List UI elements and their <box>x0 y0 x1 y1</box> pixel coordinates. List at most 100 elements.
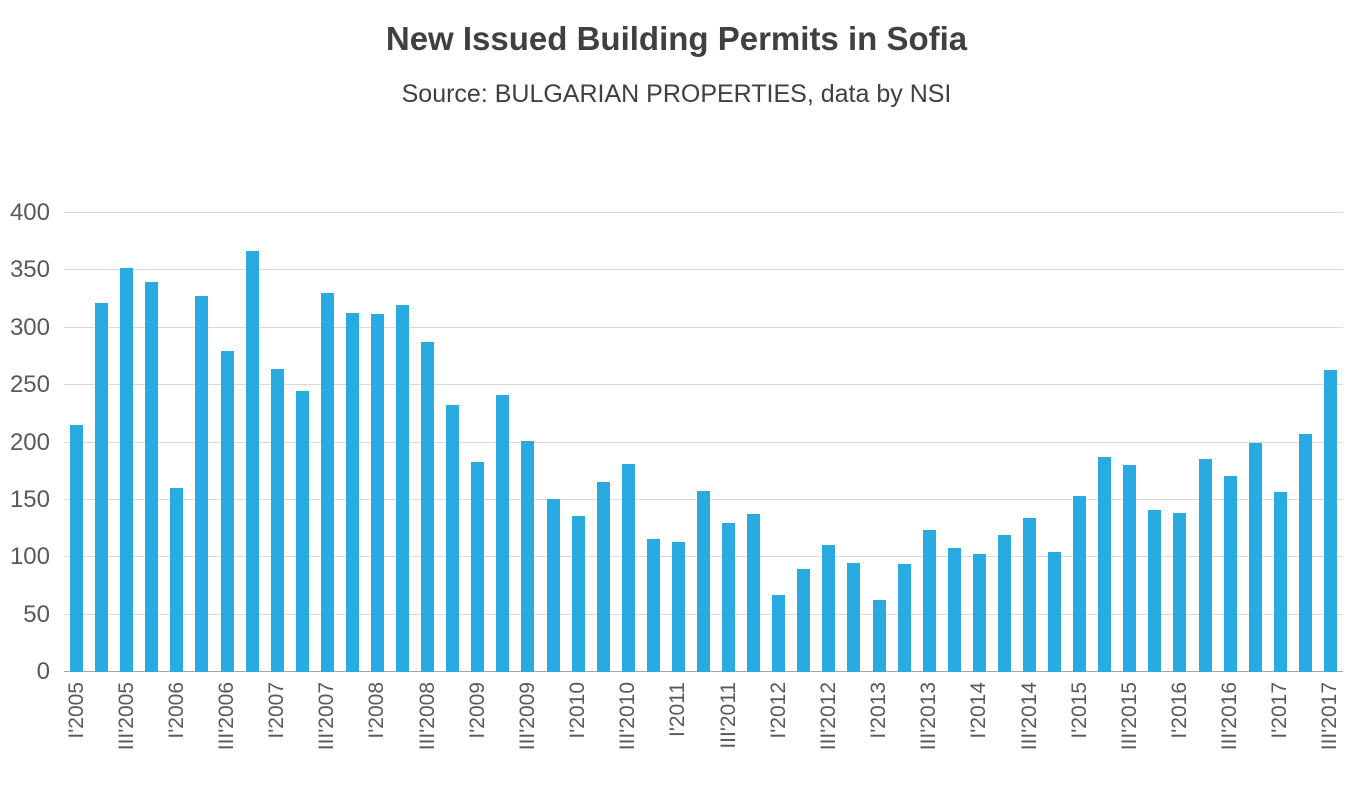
bar <box>546 498 560 672</box>
bar-slot <box>1268 213 1293 672</box>
gridline <box>64 326 1343 328</box>
bar-slot <box>214 213 239 672</box>
x-label-slot: I'2016 <box>1167 672 1192 792</box>
y-axis-tick-label: 300 <box>9 313 50 341</box>
bar-slot <box>440 213 465 672</box>
x-label-slot <box>490 672 515 792</box>
x-axis-tick-label: III'2015 <box>1117 682 1141 751</box>
x-label-slot: I'2012 <box>766 672 791 792</box>
bar-slot <box>967 213 992 672</box>
bar-slot <box>591 213 616 672</box>
x-axis-tick-label: I'2016 <box>1167 682 1191 739</box>
bar-slot <box>691 213 716 672</box>
bar-slot <box>616 213 641 672</box>
bar <box>95 302 109 672</box>
bar <box>1073 496 1087 672</box>
bar <box>1298 434 1312 672</box>
bar-slot <box>315 213 340 672</box>
bar <box>646 538 660 672</box>
x-label-slot <box>791 672 816 792</box>
bar <box>421 341 435 672</box>
x-label-slot <box>540 672 565 792</box>
x-label-slot <box>1142 672 1167 792</box>
x-label-slot: I'2014 <box>967 672 992 792</box>
x-label-slot: III'2007 <box>315 672 340 792</box>
bar-slot <box>290 213 315 672</box>
bar <box>1198 458 1212 672</box>
bar-slot <box>1167 213 1192 672</box>
x-axis-tick-label: III'2012 <box>816 682 840 751</box>
x-label-slot <box>139 672 164 792</box>
x-label-slot: I'2010 <box>566 672 591 792</box>
x-axis-tick-label: I'2015 <box>1067 682 1091 739</box>
x-axis-tick-label: I'2012 <box>766 682 790 739</box>
bar-slot <box>1318 213 1343 672</box>
bar <box>295 390 309 672</box>
bar <box>446 404 460 672</box>
bar <box>195 295 209 672</box>
x-label-slot <box>340 672 365 792</box>
x-axis-tick-label: III'2016 <box>1218 682 1242 751</box>
bar <box>70 425 84 672</box>
x-axis-tick-label: III'2006 <box>215 682 238 751</box>
bar <box>671 542 685 672</box>
x-axis-tick-label: III'2013 <box>917 682 941 751</box>
bar-slot <box>766 213 791 672</box>
x-label-slot <box>1293 672 1318 792</box>
bar-slot <box>1067 213 1092 672</box>
x-label-slot: III'2010 <box>616 672 641 792</box>
x-label-slot <box>1042 672 1067 792</box>
gridline <box>64 212 1343 213</box>
x-label-slot <box>1092 672 1117 792</box>
x-label-slot: III'2012 <box>816 672 841 792</box>
bar <box>1123 465 1137 672</box>
x-label-slot: I'2008 <box>365 672 390 792</box>
bar <box>496 395 510 672</box>
bar <box>521 441 535 672</box>
plot-area: 0 50 100 150 200 250 300 350 400 I'2005 III'2005 I'… <box>10 201 1343 750</box>
gridline <box>64 441 1343 443</box>
bar <box>170 488 184 672</box>
x-axis-tick-label: I'2008 <box>365 682 389 739</box>
bar-slot <box>791 213 816 672</box>
bar-slot <box>666 213 691 672</box>
bar-slot <box>189 213 214 672</box>
y-axis-tick-label: 50 <box>23 600 50 628</box>
x-axis-tick-label: III'2007 <box>315 682 339 751</box>
x-label-slot: I'2013 <box>867 672 892 792</box>
x-axis-tick-label: I'2017 <box>1268 682 1292 739</box>
x-label-slot: III'2015 <box>1117 672 1142 792</box>
x-label-slot <box>290 672 315 792</box>
x-axis-tick-label: I'2011 <box>666 682 690 738</box>
x-label-slot: III'2014 <box>1017 672 1042 792</box>
x-label-slot <box>942 672 967 792</box>
x-axis-tick-label: I'2009 <box>465 682 489 739</box>
bar <box>270 369 284 672</box>
bar-slot <box>716 213 741 672</box>
x-label-slot: I'2007 <box>265 672 290 792</box>
bar <box>571 515 585 672</box>
x-label-slot <box>992 672 1017 792</box>
bar <box>120 268 134 672</box>
bar <box>1248 442 1262 672</box>
bar-slot <box>1293 213 1318 672</box>
x-label-slot: III'2011 <box>716 672 741 792</box>
bar <box>947 548 961 672</box>
x-label-slot <box>440 672 465 792</box>
x-axis-tick-label: III'2014 <box>1017 682 1041 751</box>
bar <box>396 304 410 672</box>
bar <box>621 464 635 672</box>
x-axis-tick-label: III'2011 <box>716 682 740 749</box>
x-label-slot <box>189 672 214 792</box>
x-label-slot <box>641 672 666 792</box>
bar <box>320 293 334 672</box>
bar-slot <box>867 213 892 672</box>
x-axis-tick-label: III'2005 <box>114 682 138 751</box>
x-axis-tick-label: III'2009 <box>515 682 539 751</box>
bar <box>1323 370 1337 672</box>
bar <box>345 312 359 672</box>
y-axis-tick-label: 400 <box>9 199 50 226</box>
bar <box>797 568 811 672</box>
x-label-slot: III'2008 <box>415 672 440 792</box>
x-axis-tick-label: I'2006 <box>164 682 188 739</box>
